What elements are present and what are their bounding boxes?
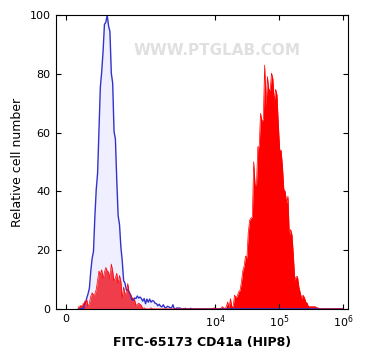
Y-axis label: Relative cell number: Relative cell number (11, 98, 24, 226)
Text: WWW.PTGLAB.COM: WWW.PTGLAB.COM (133, 43, 300, 58)
X-axis label: FITC-65173 CD41a (HIP8): FITC-65173 CD41a (HIP8) (113, 336, 291, 349)
